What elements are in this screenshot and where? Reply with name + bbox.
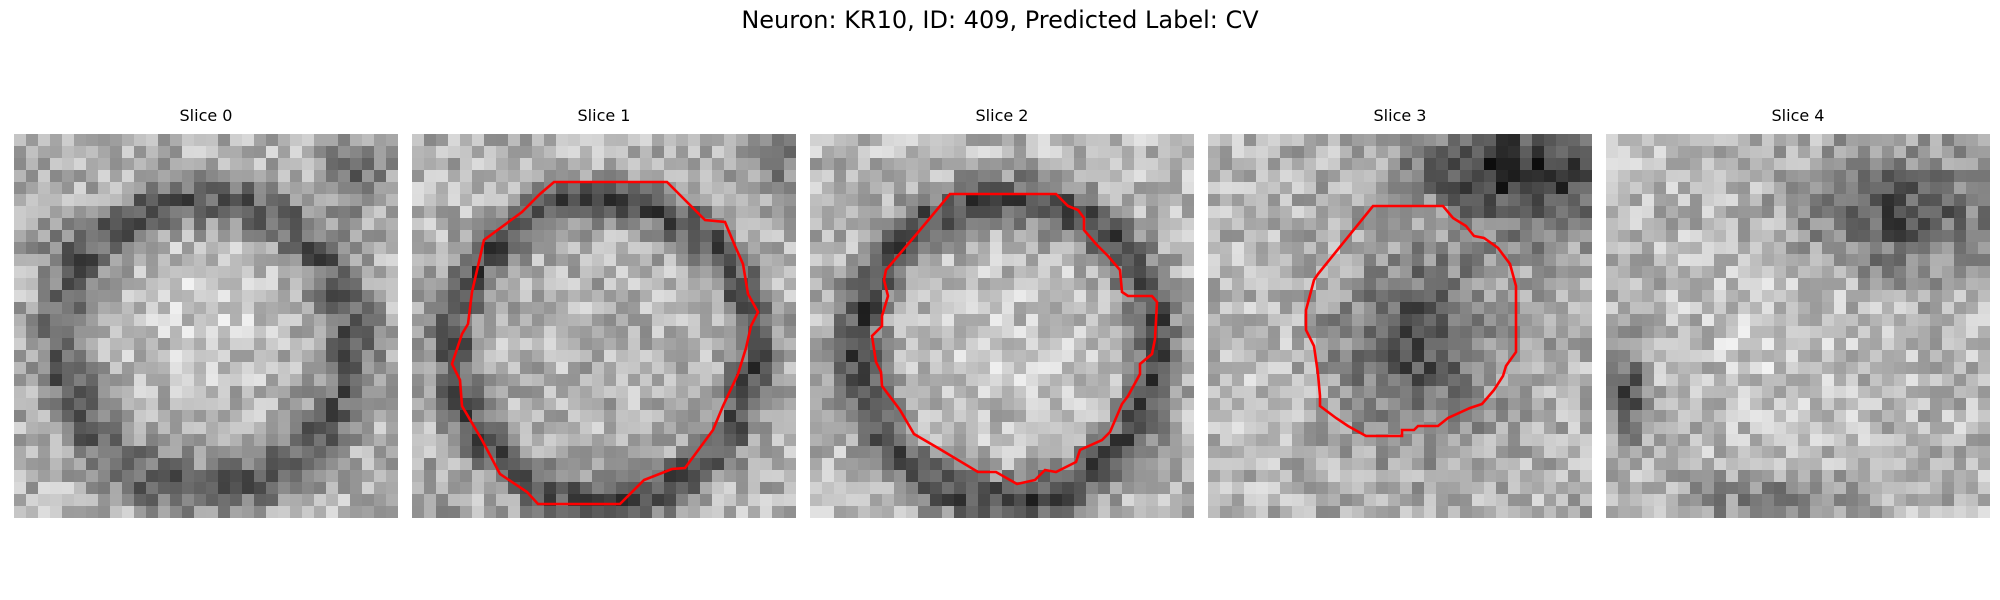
- slice-image-3: [1208, 134, 1592, 518]
- slice-panel-1: Slice 1: [412, 106, 796, 536]
- segmentation-contour-3: [1304, 204, 1518, 438]
- slice-panel-3: Slice 3: [1208, 106, 1592, 536]
- slice-title-2: Slice 2: [975, 106, 1029, 125]
- slice-pixels-2: [810, 134, 1194, 518]
- slice-pixels-4: [1606, 134, 1990, 518]
- slice-image-4: [1606, 134, 1990, 518]
- slice-pixels-3: [1208, 134, 1592, 518]
- slice-image-2: [810, 134, 1194, 518]
- figure-title: Neuron: KR10, ID: 409, Predicted Label: …: [741, 6, 1259, 34]
- segmentation-contour-1: [450, 180, 760, 506]
- slice-panel-0: Slice 0: [14, 106, 398, 536]
- slice-title-4: Slice 4: [1771, 106, 1825, 125]
- slice-pixels-0: [14, 134, 398, 518]
- slice-title-3: Slice 3: [1373, 106, 1427, 125]
- segmentation-contour-2: [870, 192, 1159, 486]
- slice-image-1: [412, 134, 796, 518]
- slice-panel-4: Slice 4: [1606, 106, 1990, 536]
- slice-title-0: Slice 0: [179, 106, 233, 125]
- slice-image-0: [14, 134, 398, 518]
- slice-pixels-1: [412, 134, 796, 518]
- slice-panel-2: Slice 2: [810, 106, 1194, 536]
- slice-title-1: Slice 1: [577, 106, 631, 125]
